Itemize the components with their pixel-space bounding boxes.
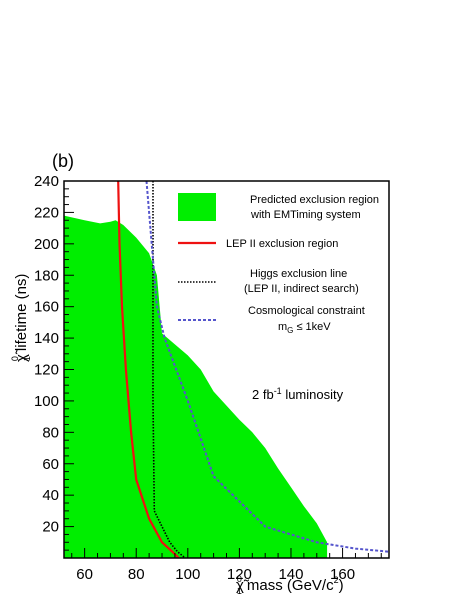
x-axis: 60 80 100 120 140 160 bbox=[71, 548, 382, 583]
x-axis-symbol-sub: 1 bbox=[237, 586, 242, 596]
legend-label-higgs-line2: (LEP II, indirect search) bbox=[244, 283, 359, 295]
x-tick-label: 100 bbox=[175, 566, 200, 583]
legend-swatch-exclusion bbox=[178, 193, 216, 221]
luminosity-exponent: -1 bbox=[274, 386, 282, 396]
y-tick-label: 180 bbox=[34, 267, 59, 284]
y-tick-label: 100 bbox=[34, 393, 59, 410]
y-tick-label: 160 bbox=[34, 299, 59, 316]
x-axis-unit-sup: 2 bbox=[334, 575, 339, 585]
x-axis-symbol-sup: 0 bbox=[237, 574, 242, 584]
y-axis-symbol-sub: 1 bbox=[22, 356, 32, 361]
y-axis: 20 40 60 80 100 120 140 160 180 200 220 240 bbox=[34, 173, 74, 559]
series-line-2 bbox=[152, 181, 186, 558]
panel-label: (b) bbox=[52, 151, 74, 171]
legend-label-lep: LEP II exclusion region bbox=[226, 238, 338, 250]
x-tick-label: 140 bbox=[278, 566, 303, 583]
x-axis-label-text: mass (GeV/c bbox=[247, 577, 334, 594]
curve-layer bbox=[117, 181, 389, 558]
y-tick-label: 60 bbox=[42, 456, 59, 473]
gravitino-subscript: G bbox=[287, 326, 293, 335]
x-tick-label: 120 bbox=[227, 566, 252, 583]
y-axis-label-text: lifetime (ns) bbox=[13, 274, 30, 352]
legend-label-exclusion-line2: with EMTiming system bbox=[250, 209, 361, 221]
series-area-0 bbox=[64, 215, 328, 558]
gravitino-mass-symbol: m bbox=[278, 321, 287, 333]
x-axis-title: χ̃0 1 mass (GeV/c2) bbox=[236, 574, 344, 596]
legend-label-cosmo: Cosmological constraint bbox=[248, 305, 365, 317]
legend-label-cosmo-line2: mG ≤ 1keV bbox=[278, 321, 331, 335]
luminosity-unit: luminosity bbox=[282, 387, 344, 402]
legend-label-exclusion: Predicted exclusion region bbox=[250, 194, 379, 206]
luminosity-annotation: 2 fb-1 luminosity bbox=[252, 386, 344, 402]
y-tick-label: 200 bbox=[34, 236, 59, 253]
y-tick-label: 20 bbox=[42, 519, 59, 536]
x-tick-label: 60 bbox=[76, 566, 93, 583]
legend-label-higgs: Higgs exclusion line bbox=[250, 268, 347, 280]
luminosity-value: 2 fb bbox=[252, 387, 274, 402]
x-tick-label: 80 bbox=[128, 566, 145, 583]
y-axis-symbol-sup: 0 bbox=[10, 356, 20, 361]
gravitino-bound: ≤ 1keV bbox=[293, 321, 331, 333]
y-tick-label: 140 bbox=[34, 330, 59, 347]
series-line-3 bbox=[145, 181, 389, 553]
exclusion-area-layer bbox=[64, 215, 328, 558]
legend: Predicted exclusion region with EMTiming… bbox=[178, 193, 379, 335]
y-tick-label: 80 bbox=[42, 424, 59, 441]
series-line-1 bbox=[117, 181, 180, 558]
x-axis-close-paren: ) bbox=[339, 577, 344, 594]
y-tick-label: 220 bbox=[34, 204, 59, 221]
x-tick-label: 160 bbox=[330, 566, 355, 583]
y-axis-title: χ̃0 1lifetime (ns) bbox=[10, 274, 32, 362]
y-tick-label: 240 bbox=[34, 173, 59, 190]
y-tick-label: 40 bbox=[42, 487, 59, 504]
y-tick-label: 120 bbox=[34, 362, 59, 379]
